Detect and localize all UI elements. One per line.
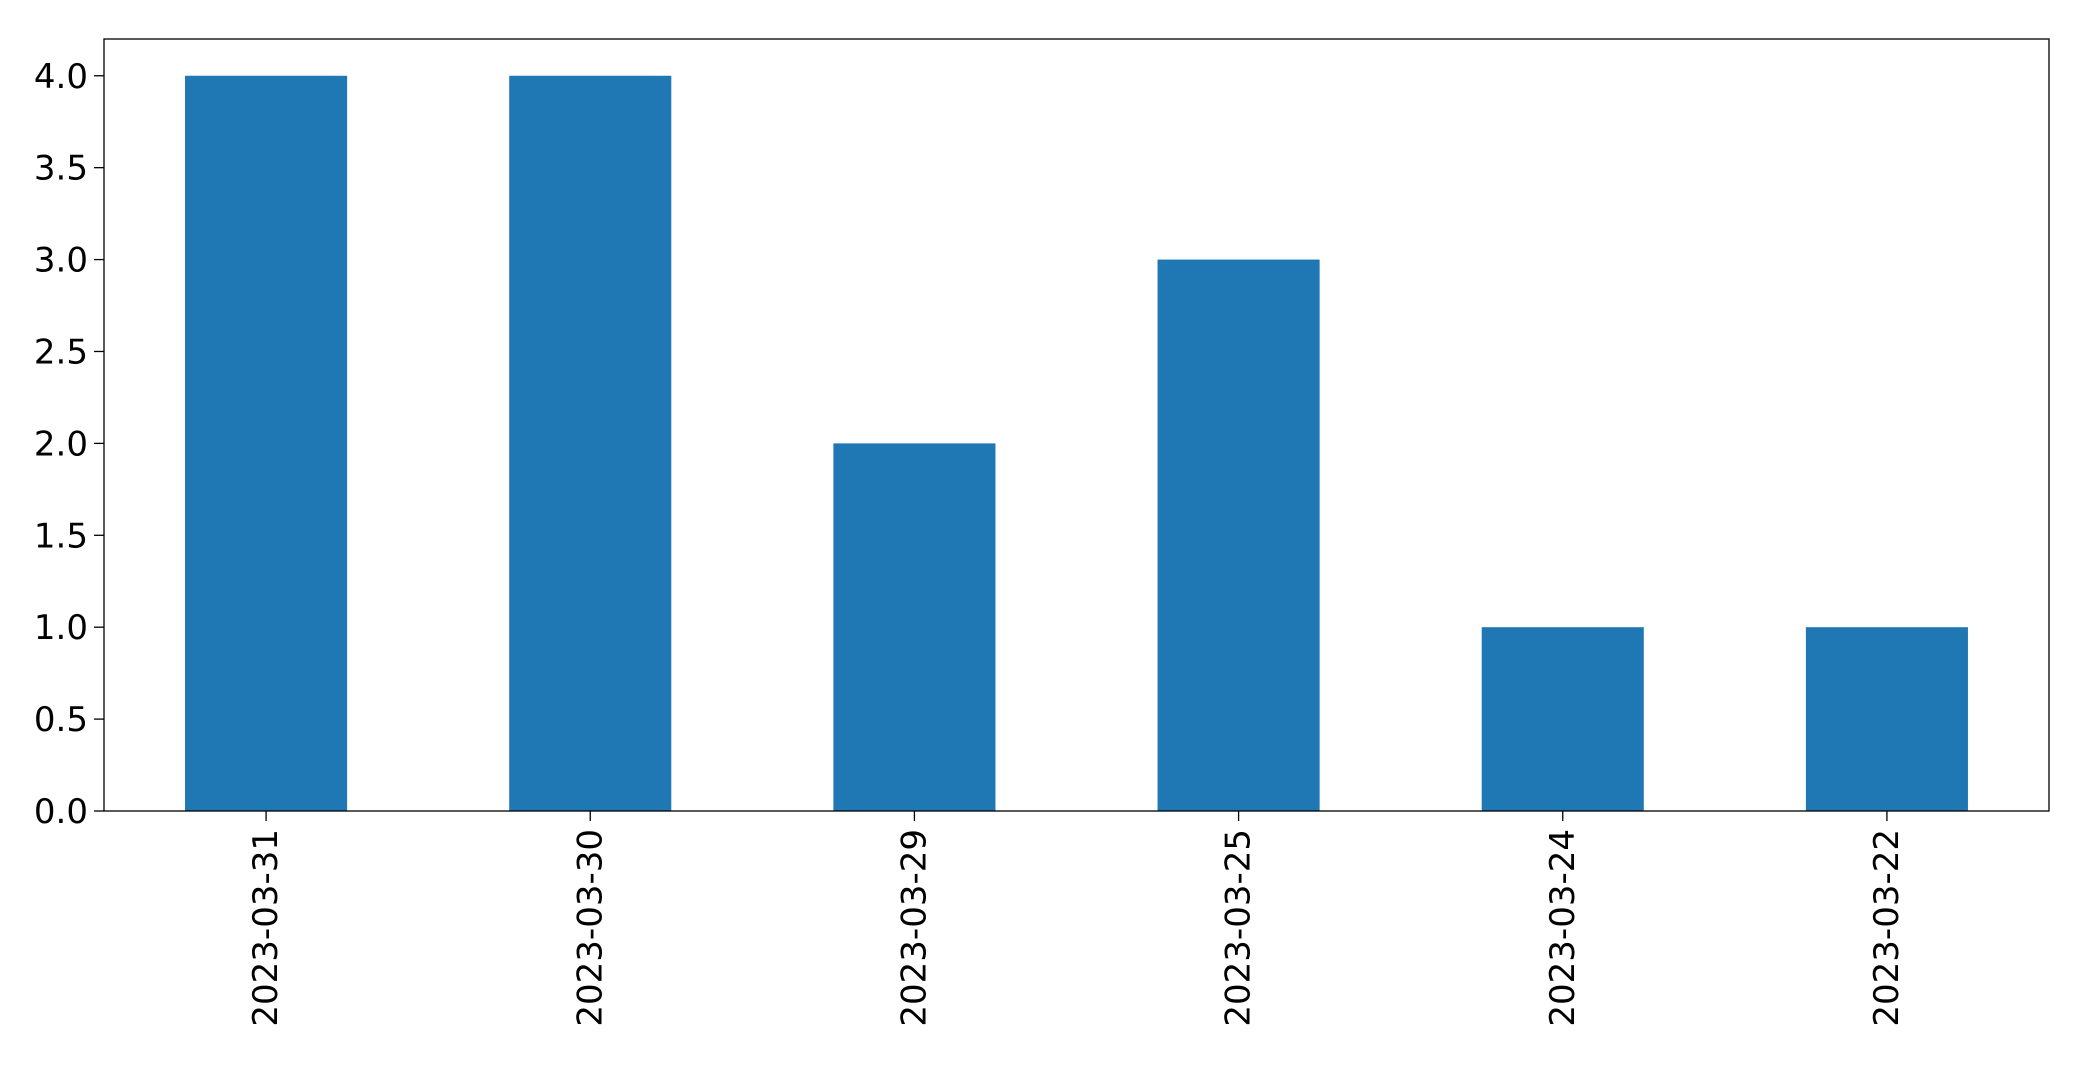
x-tick-label: 2023-03-29 bbox=[894, 829, 934, 1027]
x-tick-label: 2023-03-24 bbox=[1543, 829, 1583, 1027]
bar-2023-03-31 bbox=[185, 75, 348, 811]
y-axis: 0.0 0.5 1.0 1.5 2.0 2.5 3.0 3.5 4.0 bbox=[34, 57, 104, 832]
x-tick-label: 2023-03-25 bbox=[1219, 829, 1259, 1027]
bar-2023-03-30 bbox=[509, 75, 672, 811]
bar-2023-03-22 bbox=[1805, 627, 1968, 811]
y-tick-label: 2.0 bbox=[34, 424, 88, 464]
y-tick-label: 1.5 bbox=[34, 516, 88, 556]
plot-frame bbox=[103, 38, 2050, 812]
y-tick-label: 0.5 bbox=[34, 700, 88, 740]
x-tick-label: 2023-03-31 bbox=[246, 829, 286, 1027]
y-tick-label: 3.5 bbox=[34, 149, 88, 189]
bar-2023-03-25 bbox=[1157, 259, 1320, 812]
x-axis: 2023-03-31 2023-03-30 2023-03-29 2023-03-25… bbox=[246, 811, 1907, 1027]
y-tick-label: 3.0 bbox=[34, 241, 88, 281]
y-tick-label: 2.5 bbox=[34, 332, 88, 372]
x-tick-label: 2023-03-30 bbox=[570, 829, 610, 1027]
bar-2023-03-24 bbox=[1481, 627, 1644, 811]
bar-2023-03-29 bbox=[833, 443, 996, 811]
y-tick-label: 0.0 bbox=[34, 792, 88, 832]
y-tick-label: 1.0 bbox=[34, 608, 88, 648]
x-tick-label: 2023-03-22 bbox=[1867, 829, 1907, 1027]
y-tick-label: 4.0 bbox=[34, 57, 88, 97]
bars-layer bbox=[185, 75, 1968, 812]
